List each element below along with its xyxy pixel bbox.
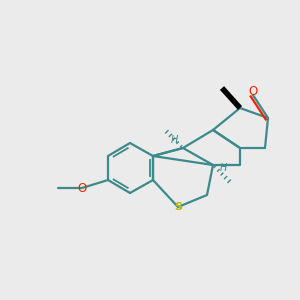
Text: H: H [220,163,227,173]
Text: S: S [174,202,182,212]
Text: O: O [248,85,258,98]
Text: O: O [77,182,87,194]
Text: H: H [170,136,178,146]
